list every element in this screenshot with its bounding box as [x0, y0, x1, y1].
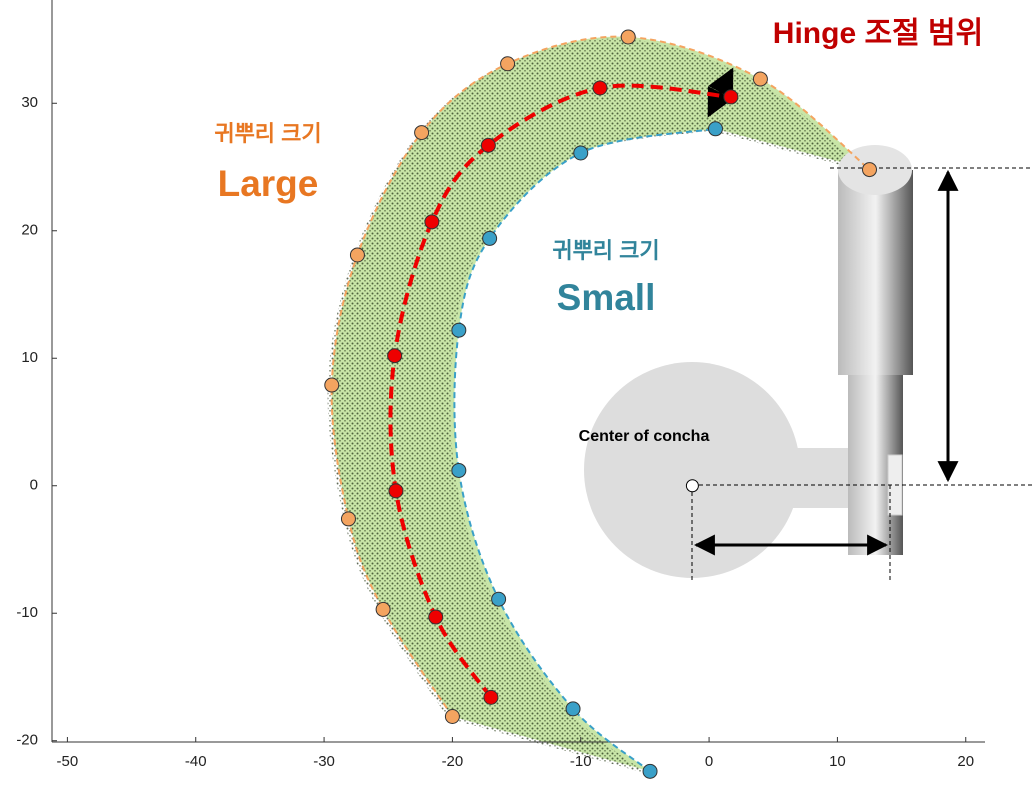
curve [453, 127, 716, 773]
marker [428, 609, 444, 625]
marker [480, 137, 496, 153]
marker [324, 377, 340, 393]
title: Hinge 조절 범위 [773, 17, 983, 50]
hinge-arrow [707, 67, 734, 118]
center-point [685, 479, 699, 493]
curve [330, 35, 871, 718]
x-tick-label: -20 [442, 753, 464, 770]
marker [375, 601, 391, 617]
x-tick-label: 10 [829, 753, 846, 770]
y-tick-label: 10 [21, 349, 38, 366]
y-tick-label: -20 [16, 732, 38, 749]
y-tick-label: 20 [21, 222, 38, 239]
y-tick-label: 0 [30, 477, 38, 494]
annotation-size: Large [218, 163, 319, 204]
marker [340, 511, 356, 527]
marker [620, 29, 636, 45]
marker [500, 56, 516, 72]
arm [770, 448, 860, 508]
marker [642, 763, 658, 779]
marker [451, 462, 467, 478]
concha-circle [584, 362, 800, 578]
marker [387, 348, 403, 364]
hinge-cylinder [838, 170, 913, 375]
marker [491, 591, 507, 607]
x-tick-label: 0 [705, 753, 713, 770]
marker [592, 80, 608, 96]
y-tick-label: 30 [21, 94, 38, 111]
marker [707, 121, 723, 137]
guides [691, 167, 1032, 582]
marker [573, 145, 589, 161]
marker [451, 322, 467, 338]
annotation: 귀뿌리 크기 [214, 121, 321, 146]
marker [565, 701, 581, 717]
x-tick-label: -10 [570, 753, 592, 770]
marker [444, 709, 460, 725]
annotation-size: Small [557, 277, 656, 318]
marker [349, 247, 365, 263]
marker [861, 162, 877, 178]
marker [414, 125, 430, 141]
marker [723, 89, 739, 105]
marker [752, 71, 768, 87]
x-tick-label: -30 [313, 753, 335, 770]
marker [424, 214, 440, 230]
x-tick-label: -40 [185, 753, 207, 770]
marker [483, 689, 499, 705]
marker [482, 230, 498, 246]
center-label: Center of concha [579, 428, 710, 445]
x-tick-label: -50 [57, 753, 79, 770]
marker [388, 483, 404, 499]
x-tick-label: 20 [957, 753, 974, 770]
curve [388, 83, 732, 699]
point-cloud [327, 38, 866, 774]
annotation: 귀뿌리 크기 [552, 238, 659, 263]
y-tick-label: -10 [16, 604, 38, 621]
